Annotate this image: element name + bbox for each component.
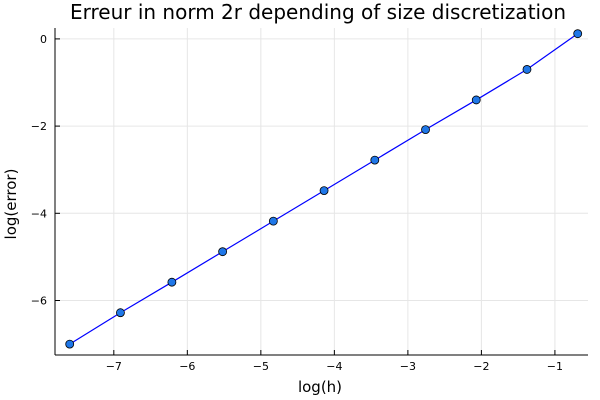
series	[65, 29, 583, 349]
data-point	[319, 186, 329, 196]
chart-title: Erreur in norm 2r depending of size disc…	[70, 0, 566, 24]
ticks: −7 −6 −5 −4 −3 −2 −1 0 −2 −4 −6	[31, 33, 563, 373]
data-point	[116, 308, 125, 318]
y-tick-label: 0	[40, 33, 47, 46]
data-point	[370, 155, 380, 165]
grid	[55, 28, 588, 355]
x-tick-label: −2	[473, 360, 489, 373]
x-tick-label: −3	[400, 360, 416, 373]
data-point	[471, 95, 481, 105]
data-point	[421, 125, 430, 134]
x-tick-label: −4	[326, 360, 342, 373]
data-point	[573, 29, 583, 39]
x-axis-label: log(h)	[298, 378, 342, 396]
y-tick-label: −4	[31, 207, 47, 220]
y-tick-label: −6	[31, 295, 47, 308]
data-point	[65, 339, 75, 349]
data-point	[522, 65, 532, 74]
data-point	[167, 277, 177, 287]
data-point	[218, 247, 228, 257]
x-tick-label: −7	[106, 360, 122, 373]
y-axis-label: log(error)	[2, 169, 20, 240]
y-tick-label: −2	[31, 120, 47, 133]
data-point	[268, 216, 278, 226]
x-tick-label: −6	[179, 360, 195, 373]
x-tick-label: −1	[547, 360, 563, 373]
x-tick-label: −5	[253, 360, 269, 373]
